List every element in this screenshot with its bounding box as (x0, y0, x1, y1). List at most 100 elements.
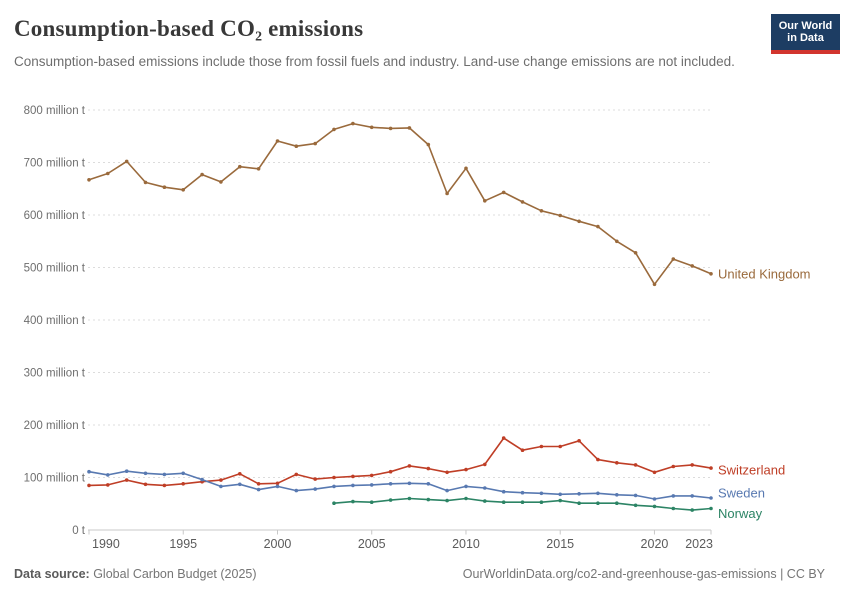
series-point-norway-2006 (388, 498, 393, 502)
series-point-sweden-2019 (633, 493, 638, 498)
series-point-norway-2019 (633, 503, 638, 508)
series-point-switzerland-2022 (690, 463, 694, 467)
series-point-norway-2021 (671, 506, 676, 511)
data-source-label: Data source: (14, 567, 90, 581)
series-point-sweden-1993 (143, 471, 148, 476)
series-point-switzerland-1993 (143, 482, 148, 487)
series-point-norway-2003 (332, 501, 336, 506)
series-point-united-kingdom-1990 (87, 178, 91, 182)
series-point-united-kingdom-2013 (520, 200, 525, 204)
series-label-switzerland: Switzerland (718, 463, 785, 478)
series-point-united-kingdom-1997 (219, 180, 223, 184)
series-point-norway-2008 (426, 497, 431, 502)
series-point-switzerland-2015 (558, 444, 562, 449)
series-point-sweden-2011 (483, 486, 487, 490)
x-tick-label-2023: 2023 (685, 537, 713, 551)
series-point-switzerland-2016 (577, 439, 581, 443)
series-point-switzerland-1990 (87, 483, 91, 488)
series-point-sweden-2015 (558, 492, 562, 497)
data-source: Data source: Global Carbon Budget (2025) (14, 567, 257, 581)
series-point-united-kingdom-1996 (200, 172, 204, 177)
owid-logo: Our World in Data (771, 14, 840, 54)
series-point-switzerland-2007 (407, 464, 412, 468)
footer-link: OurWorldinData.org/co2-and-greenhouse-ga… (462, 567, 825, 581)
series-point-united-kingdom-1999 (256, 167, 261, 171)
series-point-sweden-1997 (219, 484, 223, 489)
series-point-switzerland-2011 (483, 462, 487, 467)
y-tick-label-0: 0 t (72, 525, 86, 537)
data-source-value: Global Carbon Budget (2025) (89, 567, 257, 581)
owid-logo-accent-bar (771, 50, 840, 54)
series-point-united-kingdom-2002 (313, 141, 318, 146)
series-point-switzerland-2020 (652, 470, 657, 475)
series-point-norway-2009 (445, 498, 449, 503)
x-tick-label-2005: 2005 (358, 537, 386, 551)
series-point-norway-2010 (464, 496, 468, 501)
series-point-switzerland-1999 (256, 482, 261, 486)
series-line-united-kingdom (88, 122, 712, 286)
series-point-united-kingdom-2022 (690, 264, 694, 268)
series-point-switzerland-1997 (219, 478, 223, 482)
series-point-switzerland-2001 (294, 472, 299, 477)
series-point-united-kingdom-1991 (106, 171, 110, 176)
series-point-switzerland-1995 (181, 482, 185, 486)
series-point-united-kingdom-2012 (501, 190, 506, 195)
series-point-switzerland-1994 (162, 483, 167, 488)
series-point-united-kingdom-2010 (464, 166, 468, 171)
series-point-norway-2007 (407, 496, 412, 501)
series-point-norway-2011 (483, 499, 487, 503)
series-point-united-kingdom-2000 (275, 139, 280, 143)
series-point-norway-2012 (501, 500, 506, 505)
series-point-sweden-2012 (501, 489, 506, 494)
x-tick-label-1990: 1990 (92, 537, 120, 551)
series-label-united-kingdom: United Kingdom (718, 266, 811, 281)
series-point-switzerland-1992 (124, 478, 129, 482)
series-point-switzerland-2003 (332, 475, 336, 480)
series-point-united-kingdom-2014 (539, 209, 544, 213)
series-point-switzerland-2002 (313, 477, 318, 481)
series-point-sweden-2016 (577, 492, 581, 496)
series-point-norway-2020 (652, 504, 657, 509)
series-point-sweden-2022 (690, 494, 694, 498)
series-point-sweden-1991 (106, 473, 110, 477)
x-tick-label-2010: 2010 (452, 537, 480, 551)
series-point-sweden-2003 (332, 484, 336, 489)
y-tick-label-800: 800 million t (24, 105, 86, 117)
series-point-sweden-2007 (407, 481, 412, 486)
series-point-sweden-2021 (671, 494, 676, 498)
series-point-united-kingdom-2009 (445, 191, 449, 196)
series-point-sweden-2020 (652, 497, 657, 501)
series-point-norway-2022 (690, 508, 694, 512)
series-point-united-kingdom-1993 (143, 180, 148, 185)
series-point-sweden-1998 (238, 482, 242, 487)
series-point-united-kingdom-2001 (294, 144, 299, 148)
series-point-switzerland-2013 (520, 448, 525, 453)
series-point-switzerland-2006 (388, 469, 393, 474)
series-point-switzerland-2012 (501, 436, 506, 440)
series-point-switzerland-2021 (671, 464, 676, 469)
series-point-sweden-2009 (445, 488, 449, 493)
series-point-united-kingdom-2015 (558, 213, 562, 218)
series-point-united-kingdom-2005 (369, 125, 374, 130)
series-point-united-kingdom-2023 (709, 272, 713, 276)
series-point-united-kingdom-1995 (181, 188, 185, 192)
series-label-sweden: Sweden (718, 485, 765, 500)
series-point-sweden-2002 (313, 487, 318, 491)
series-point-switzerland-2010 (464, 467, 468, 472)
series-point-norway-2018 (615, 501, 619, 506)
series-point-united-kingdom-1992 (124, 159, 129, 164)
series-point-sweden-2000 (275, 484, 280, 489)
series-point-switzerland-2005 (369, 473, 374, 478)
series-point-switzerland-1991 (106, 483, 110, 487)
y-tick-label-100: 100 million t (24, 473, 86, 485)
series-point-sweden-2017 (596, 491, 600, 496)
series-point-norway-2016 (577, 501, 581, 506)
series-line-switzerland (88, 437, 712, 487)
series-point-switzerland-2014 (539, 444, 544, 449)
series-point-sweden-1996 (200, 477, 204, 482)
series-point-norway-2014 (539, 500, 544, 505)
series-point-sweden-2013 (520, 490, 525, 495)
series-point-sweden-2006 (388, 482, 393, 486)
series-point-switzerland-2023 (709, 466, 713, 470)
